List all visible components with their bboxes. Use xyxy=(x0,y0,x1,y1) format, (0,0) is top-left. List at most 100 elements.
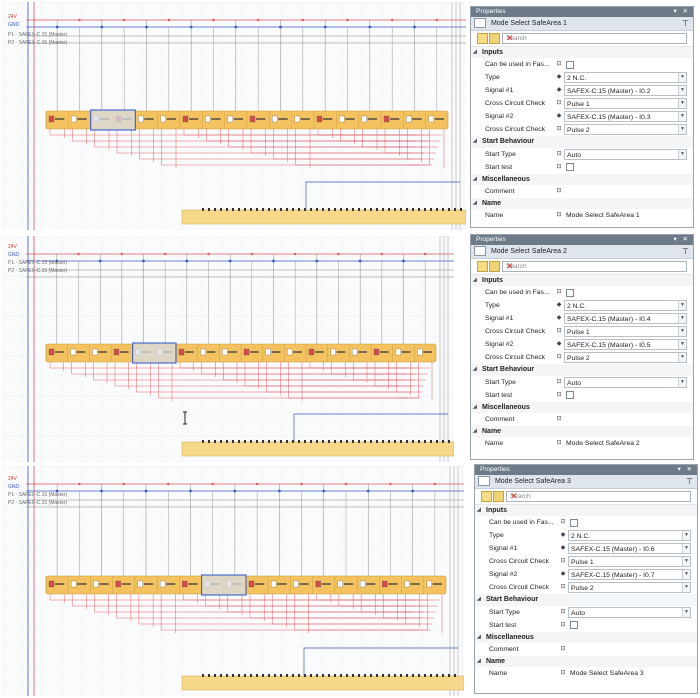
dropdown-arrow-icon[interactable]: ▼ xyxy=(678,301,686,311)
categorized-view-icon[interactable] xyxy=(477,33,488,44)
dropdown-arrow-icon[interactable]: ▼ xyxy=(678,73,686,83)
dropdown-arrow-icon[interactable]: ▼ xyxy=(682,544,690,554)
checkbox[interactable] xyxy=(566,162,574,171)
collapse-triangle-icon[interactable]: ◢ xyxy=(473,366,477,373)
pin-icon[interactable]: ⊤ xyxy=(686,477,693,486)
collapse-triangle-icon[interactable]: ◢ xyxy=(473,138,477,145)
collapse-triangle-icon[interactable]: ◢ xyxy=(473,199,477,206)
search-input[interactable]: Search ✕ xyxy=(502,33,687,44)
collapse-triangle-icon[interactable]: ◢ xyxy=(473,277,477,283)
start-test-field-checkbox[interactable] xyxy=(564,390,687,401)
comment-field-value[interactable] xyxy=(564,186,687,197)
search-input[interactable]: Search ✕ xyxy=(502,261,687,272)
dropdown-arrow-icon[interactable]: ▼ xyxy=(682,570,690,580)
signal-1-field-value[interactable]: SAFEX-C.15 (Master) - I0.6 ▼ xyxy=(568,543,691,555)
cross-circuit-check-1-field-value[interactable]: Pulse 1 ▼ xyxy=(568,556,691,568)
category-start-behaviour[interactable]: ◢ Start Behaviour xyxy=(471,364,693,376)
dropdown-arrow-icon[interactable]: ▼ xyxy=(678,149,686,159)
alphabetical-view-icon[interactable] xyxy=(489,33,500,44)
dropdown-arrow-icon[interactable]: ▼ xyxy=(678,125,686,135)
pin-icon[interactable]: ⊤ xyxy=(682,19,689,28)
category-name[interactable]: ◢ Name xyxy=(475,655,697,668)
search-input[interactable]: Search ✕ xyxy=(506,491,691,502)
name-field-value[interactable]: Mode Select SafeArea 1 xyxy=(566,212,640,220)
start-type-field-value[interactable]: Auto ▼ xyxy=(568,606,691,618)
type-field-value[interactable]: 2 N.C. ▼ xyxy=(564,300,687,312)
category-start-behaviour[interactable]: ◢ Start Behaviour xyxy=(471,136,693,148)
category-inputs[interactable]: ◢ Inputs xyxy=(471,47,693,59)
comment-field-value[interactable] xyxy=(564,414,687,425)
window-controls[interactable]: ▾ ✕ xyxy=(677,466,694,473)
wiring-diagram-1[interactable] xyxy=(2,2,466,230)
checkbox[interactable] xyxy=(570,518,578,527)
wiring-diagram-2[interactable] xyxy=(2,236,454,462)
start-test-field-checkbox[interactable] xyxy=(564,162,687,173)
wiring-canvas-3[interactable]: 24V GND P1 - SAFEX-C.15 (Master) P2 - SA… xyxy=(2,466,464,696)
window-controls[interactable]: ▾ ✕ xyxy=(673,236,690,243)
collapse-triangle-icon[interactable]: ◢ xyxy=(473,427,477,434)
type-field-value[interactable]: 2 N.C. ▼ xyxy=(568,530,691,542)
category-start-behaviour[interactable]: ◢ Start Behaviour xyxy=(475,594,697,606)
dropdown-arrow-icon[interactable]: ▼ xyxy=(678,86,686,96)
checkbox[interactable] xyxy=(566,60,574,69)
checkbox[interactable] xyxy=(566,390,574,399)
type-field-value[interactable]: 2 N.C. ▼ xyxy=(564,72,687,84)
category-name[interactable]: ◢ Name xyxy=(471,425,693,438)
checkbox[interactable] xyxy=(570,620,578,629)
signal-1-field-value[interactable]: SAFEX-C.15 (Master) - I0.2 ▼ xyxy=(564,85,687,97)
checkbox[interactable] xyxy=(566,288,574,297)
can-be-used-in-fast-mode-checkbox[interactable] xyxy=(564,59,687,70)
dropdown-arrow-icon[interactable]: ▼ xyxy=(678,112,686,122)
category-miscellaneous[interactable]: ◢ Miscellaneous xyxy=(471,401,693,413)
dropdown-arrow-icon[interactable]: ▼ xyxy=(678,353,686,363)
alphabetical-view-icon[interactable] xyxy=(489,261,500,272)
alphabetical-view-icon[interactable] xyxy=(493,491,504,502)
category-miscellaneous[interactable]: ◢ Miscellaneous xyxy=(471,173,693,185)
dropdown-arrow-icon[interactable]: ▼ xyxy=(678,314,686,324)
cross-circuit-check-2-field-value[interactable]: Pulse 2 ▼ xyxy=(564,124,687,136)
collapse-triangle-icon[interactable]: ◢ xyxy=(477,507,481,513)
dropdown-arrow-icon[interactable]: ▼ xyxy=(682,531,690,541)
cross-circuit-check-2-field-value[interactable]: Pulse 2 ▼ xyxy=(564,352,687,364)
signal-2-field-value[interactable]: SAFEX-C.15 (Master) - I0.3 ▼ xyxy=(564,111,687,123)
name-field-value[interactable]: Mode Select SafeArea 3 xyxy=(570,670,644,678)
pin-icon[interactable]: ⊤ xyxy=(682,247,689,256)
signal-2-field-value[interactable]: SAFEX-C.15 (Master) - I0.5 ▼ xyxy=(564,339,687,351)
dropdown-arrow-icon[interactable]: ▼ xyxy=(678,99,686,109)
dropdown-arrow-icon[interactable]: ▼ xyxy=(678,327,686,337)
cross-circuit-check-1-field-value[interactable]: Pulse 1 ▼ xyxy=(564,326,687,338)
can-be-used-in-fast-mode-checkbox[interactable] xyxy=(564,287,687,298)
category-name[interactable]: ◢ Name xyxy=(471,197,693,210)
collapse-triangle-icon[interactable]: ◢ xyxy=(477,596,481,603)
wiring-canvas-2[interactable]: 24V GND P1 - SAFEX-C.15 (Master) P2 - SA… xyxy=(2,236,454,462)
cross-circuit-check-2-field-value[interactable]: Pulse 2 ▼ xyxy=(568,582,691,594)
signal-1-field-value[interactable]: SAFEX-C.15 (Master) - I0.4 ▼ xyxy=(564,313,687,325)
category-miscellaneous[interactable]: ◢ Miscellaneous xyxy=(475,631,697,643)
wiring-diagram-3[interactable] xyxy=(2,466,464,696)
start-test-field-checkbox[interactable] xyxy=(568,620,691,631)
categorized-view-icon[interactable] xyxy=(481,491,492,502)
dropdown-arrow-icon[interactable]: ▼ xyxy=(682,557,690,567)
collapse-triangle-icon[interactable]: ◢ xyxy=(473,49,477,55)
cross-circuit-check-1-field-value[interactable]: Pulse 1 ▼ xyxy=(564,98,687,110)
dropdown-arrow-icon[interactable]: ▼ xyxy=(682,607,690,617)
clear-search-icon[interactable]: ✕ xyxy=(506,261,514,271)
window-controls[interactable]: ▾ ✕ xyxy=(673,8,690,15)
category-inputs[interactable]: ◢ Inputs xyxy=(475,505,697,517)
start-type-field-value[interactable]: Auto ▼ xyxy=(564,148,687,160)
wiring-canvas-1[interactable]: 24V GND P1 - SAFEX-C.15 (Master) P2 - SA… xyxy=(2,2,466,230)
clear-search-icon[interactable]: ✕ xyxy=(506,33,514,43)
category-inputs[interactable]: ◢ Inputs xyxy=(471,275,693,287)
collapse-triangle-icon[interactable]: ◢ xyxy=(477,657,481,664)
dropdown-arrow-icon[interactable]: ▼ xyxy=(678,340,686,350)
collapse-triangle-icon[interactable]: ◢ xyxy=(477,633,481,640)
can-be-used-in-fast-mode-checkbox[interactable] xyxy=(568,517,691,528)
clear-search-icon[interactable]: ✕ xyxy=(510,491,518,501)
categorized-view-icon[interactable] xyxy=(477,261,488,272)
start-type-field-value[interactable]: Auto ▼ xyxy=(564,376,687,388)
dropdown-arrow-icon[interactable]: ▼ xyxy=(682,583,690,593)
comment-field-value[interactable] xyxy=(568,644,691,655)
signal-2-field-value[interactable]: SAFEX-C.15 (Master) - I0.7 ▼ xyxy=(568,569,691,581)
dropdown-arrow-icon[interactable]: ▼ xyxy=(678,377,686,387)
collapse-triangle-icon[interactable]: ◢ xyxy=(473,175,477,182)
